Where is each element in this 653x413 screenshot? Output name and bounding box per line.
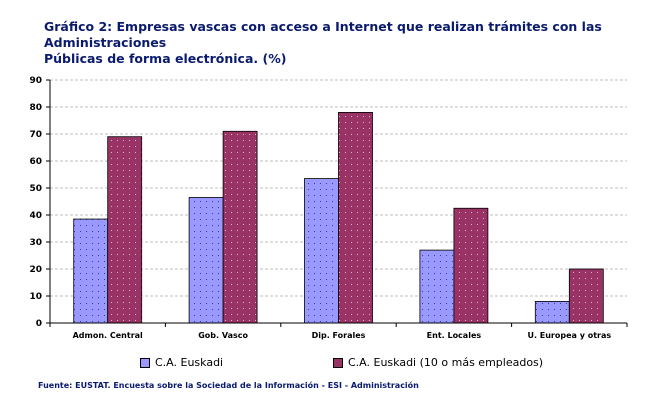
legend-item-series-2: C.A. Euskadi (10 o más empleados) (333, 356, 543, 369)
x-category-label: Gob. Vasco (198, 331, 248, 340)
bars (73, 112, 604, 324)
y-tick-label: 70 (29, 130, 42, 140)
bar-series-1-ent-locales (419, 249, 455, 324)
bar-series-1-dip-forales (304, 178, 339, 324)
y-tick-label: 30 (29, 238, 42, 248)
y-tick-label: 20 (29, 265, 42, 275)
bar-series-2-dip-forales (338, 112, 373, 324)
bar-series-2-gob-vasco (222, 130, 258, 324)
source-note: Fuente: EUSTAT. Encuesta sobre la Socied… (38, 381, 419, 390)
chart-title-line-1: Gráfico 2: Empresas vascas con acceso a … (44, 19, 602, 50)
chart-title: Gráfico 2: Empresas vascas con acceso a … (44, 19, 644, 67)
y-tick-label: 80 (29, 103, 42, 113)
y-tick-label: 0 (36, 319, 42, 329)
bar-series-2-admon-central (107, 136, 143, 324)
legend-label-series-1: C.A. Euskadi (155, 356, 224, 369)
legend-swatch-series-2 (333, 357, 343, 368)
y-tick-label: 40 (29, 211, 42, 221)
y-tick-label: 60 (29, 157, 42, 167)
y-tick-label: 50 (29, 184, 42, 194)
x-category-label: Dip. Forales (312, 331, 366, 340)
gridlines (50, 79, 627, 297)
legend-item-series-1: C.A. Euskadi (140, 356, 223, 369)
y-tick-label: 10 (29, 292, 42, 302)
bar-series-2-ent-locales (453, 207, 489, 324)
y-tick-label: 90 (29, 76, 42, 86)
bar-series-1-u-europea-y-otras (534, 300, 570, 324)
legend-swatch-series-1 (140, 357, 150, 368)
x-category-label: U. Europea y otras (527, 331, 611, 340)
bar-series-1-admon-central (73, 218, 109, 324)
x-category-label: Ent. Locales (427, 331, 482, 340)
bar-series-2-u-europea-y-otras (568, 268, 604, 324)
chart-title-line-2: Públicas de forma electrónica. (%) (44, 51, 287, 66)
axes: 0 10 20 30 40 50 60 70 80 90 Admon. Central Gob. Va… (29, 76, 628, 340)
legend-label-series-2: C.A. Euskadi (10 o más empleados) (348, 356, 544, 369)
x-category-label: Admon. Central (73, 331, 143, 340)
bar-series-1-gob-vasco (188, 197, 224, 324)
